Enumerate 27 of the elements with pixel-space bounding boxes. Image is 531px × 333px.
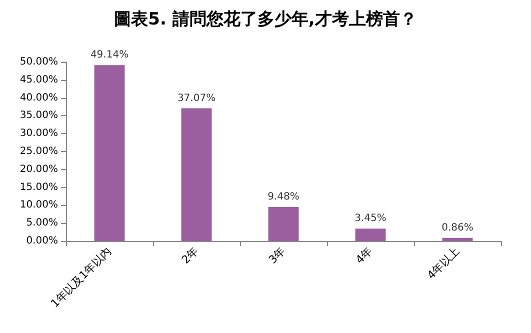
bar xyxy=(268,207,299,241)
data-label: 9.48% xyxy=(268,192,300,203)
y-tick-label: 10.00% xyxy=(20,200,58,211)
y-tick-label: 20.00% xyxy=(20,164,58,175)
y-tick-label: 40.00% xyxy=(20,92,58,104)
y-tick-label: 0.00% xyxy=(26,236,58,246)
chart-title: 圖表5. 請問您花了多少年,才考上榜首？ xyxy=(114,10,417,30)
data-label: 0.86% xyxy=(442,222,474,234)
x-tick-label: 4年以上 xyxy=(424,244,462,282)
bar xyxy=(181,108,212,241)
y-tick-label: 25.00% xyxy=(20,146,58,157)
data-label: 37.07% xyxy=(177,92,216,104)
data-label: 3.45% xyxy=(354,213,386,224)
bar xyxy=(442,238,473,241)
x-tick-label: 4年 xyxy=(353,244,376,266)
bar xyxy=(355,228,386,241)
y-tick-label: 5.00% xyxy=(26,218,58,229)
y-tick-label: 30.00% xyxy=(20,128,58,140)
x-tick-label: 1年以及1年以內 xyxy=(48,244,114,310)
bar xyxy=(94,65,125,241)
y-tick-label: 45.00% xyxy=(20,74,58,86)
x-tick-label: 3年 xyxy=(266,244,288,266)
y-tick-label: 35.00% xyxy=(20,110,58,122)
x-tick-label: 2年 xyxy=(179,244,202,266)
y-tick-label: 15.00% xyxy=(20,182,58,193)
data-label: 49.14% xyxy=(90,50,129,61)
y-tick-label: 50.00% xyxy=(20,56,58,68)
